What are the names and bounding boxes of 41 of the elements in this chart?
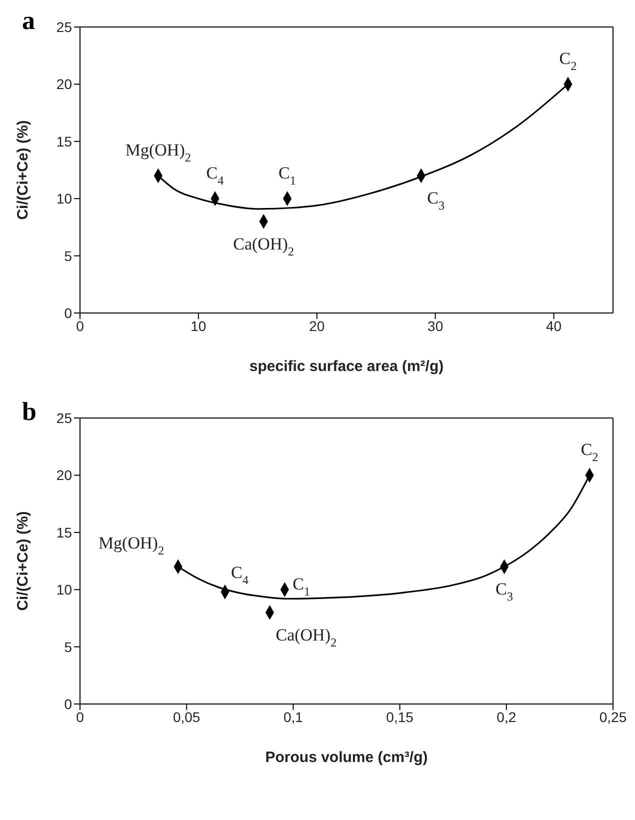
annotation: C$_{4}$ bbox=[206, 164, 224, 188]
x-axis-title: specific surface area (m²/g) bbox=[249, 358, 444, 375]
annotation: C$_{4}$ bbox=[230, 562, 248, 587]
y-tick-label: 25 bbox=[56, 410, 72, 426]
y-tick-label: 15 bbox=[56, 133, 72, 150]
x-axis-title: Porous volume (cm³/g) bbox=[265, 749, 428, 766]
annotation: C$_{1}$ bbox=[278, 164, 296, 188]
y-axis-title: Ci/(Ci+Ce) (%) bbox=[14, 120, 32, 220]
y-tick-label: 0 bbox=[64, 696, 72, 712]
annotation: Ca(OH)$_{2}$ bbox=[276, 625, 337, 650]
x-tick-label: 0,05 bbox=[172, 708, 200, 725]
y-tick-label: 10 bbox=[56, 190, 72, 207]
x-tick-label: 40 bbox=[546, 318, 562, 334]
y-tick-label: 20 bbox=[56, 76, 72, 92]
x-tick-label: 0,25 bbox=[599, 708, 627, 725]
annotation: C$_{3}$ bbox=[427, 188, 445, 213]
x-tick-label: 30 bbox=[428, 318, 444, 334]
chart-title: b bbox=[22, 397, 36, 426]
y-tick-label: 5 bbox=[64, 638, 72, 655]
y-tick-label: 20 bbox=[56, 467, 72, 484]
y-axis-title: Ci/(Ci+Ce) (%) bbox=[14, 511, 32, 611]
y-tick-label: 25 bbox=[56, 18, 72, 35]
y-tick-label: 0 bbox=[64, 304, 72, 321]
annotation: Ca(OH)$_{2}$ bbox=[233, 234, 294, 258]
x-tick-label: 20 bbox=[309, 318, 325, 334]
x-tick-label: 0 bbox=[76, 318, 84, 334]
annotation: C$_{2}$ bbox=[559, 49, 577, 74]
x-tick-label: 0,1 bbox=[283, 708, 304, 725]
annotation: C$_{2}$ bbox=[580, 440, 598, 464]
annotation: Mg(OH)$_{2}$ bbox=[98, 534, 164, 558]
annotation: C$_{3}$ bbox=[496, 580, 513, 604]
x-tick-label: 0,2 bbox=[496, 708, 516, 725]
annotation: C$_{1}$ bbox=[292, 574, 310, 598]
chart-title: a bbox=[22, 6, 35, 35]
x-tick-label: 0 bbox=[76, 708, 84, 725]
y-tick-label: 15 bbox=[56, 524, 72, 540]
x-tick-label: 10 bbox=[190, 318, 206, 334]
y-tick-label: 5 bbox=[64, 248, 72, 264]
y-tick-label: 10 bbox=[56, 582, 72, 598]
x-tick-label: 0,15 bbox=[386, 708, 414, 725]
annotation: Mg(OH)$_{2}$ bbox=[125, 140, 191, 165]
